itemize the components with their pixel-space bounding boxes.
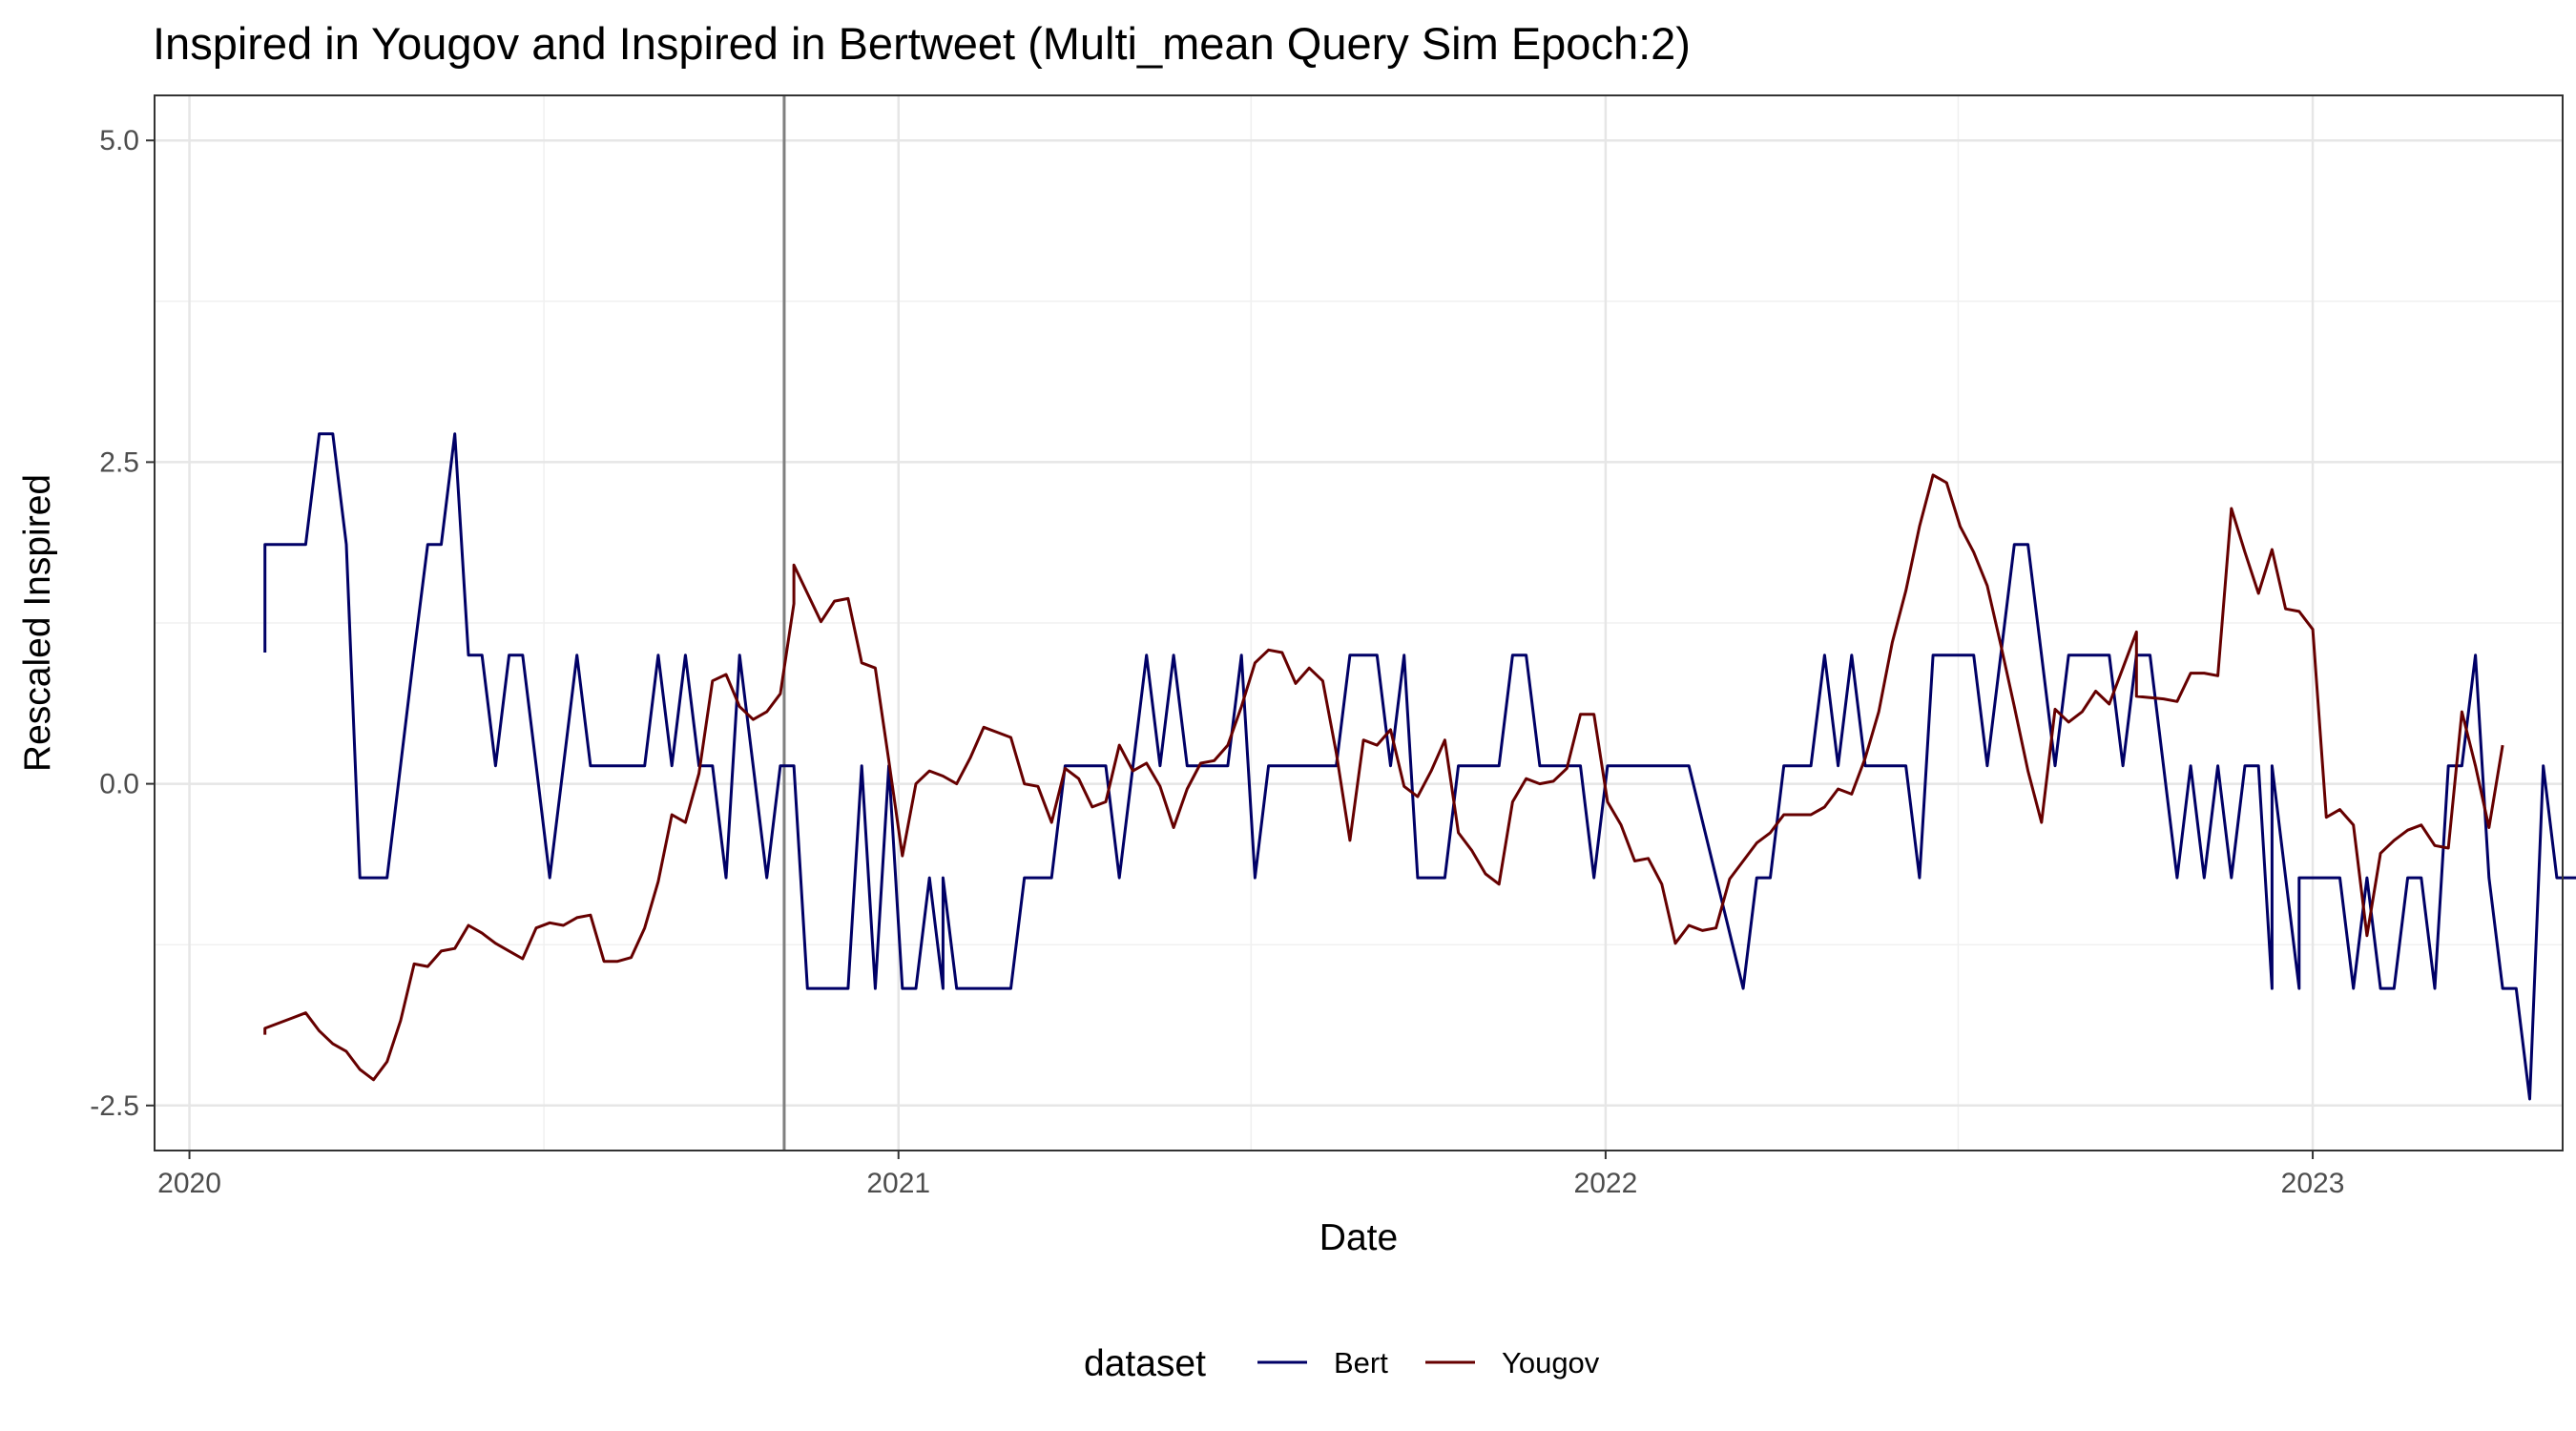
y-tick-label: -2.5 [90,1090,139,1122]
chart-title: Inspired in Yougov and Inspired in Bertw… [153,18,1691,69]
x-axis: 2020 2021 2022 2023 [157,1151,2344,1199]
y-axis-title: Rescaled Inspired [17,474,58,772]
y-tick-label: 2.5 [99,446,139,478]
legend-label-bert: Bert [1334,1346,1388,1379]
series-layer [263,432,2576,1101]
x-tick-label: 2023 [2281,1168,2345,1199]
x-tick-label: 2020 [157,1168,221,1199]
plot-border [154,94,2564,1151]
x-tick-label: 2022 [1574,1168,1638,1199]
y-tick-label: 0.0 [99,769,139,800]
major-gridlines [155,95,2563,1151]
series-line-yougov [263,473,2504,1082]
series-line-bert [263,432,2576,1101]
legend-label-yougov: Yougov [1502,1346,1600,1379]
x-tick-label: 2021 [866,1168,930,1199]
legend-title: dataset [1084,1343,1206,1384]
y-tick-label: 5.0 [99,125,139,156]
y-axis: -2.5 0.0 2.5 5.0 [90,125,155,1122]
x-axis-title: Date [1319,1217,1398,1258]
legend: dataset Bert Yougov [1084,1343,1600,1384]
minor-gridlines [155,95,2563,1151]
